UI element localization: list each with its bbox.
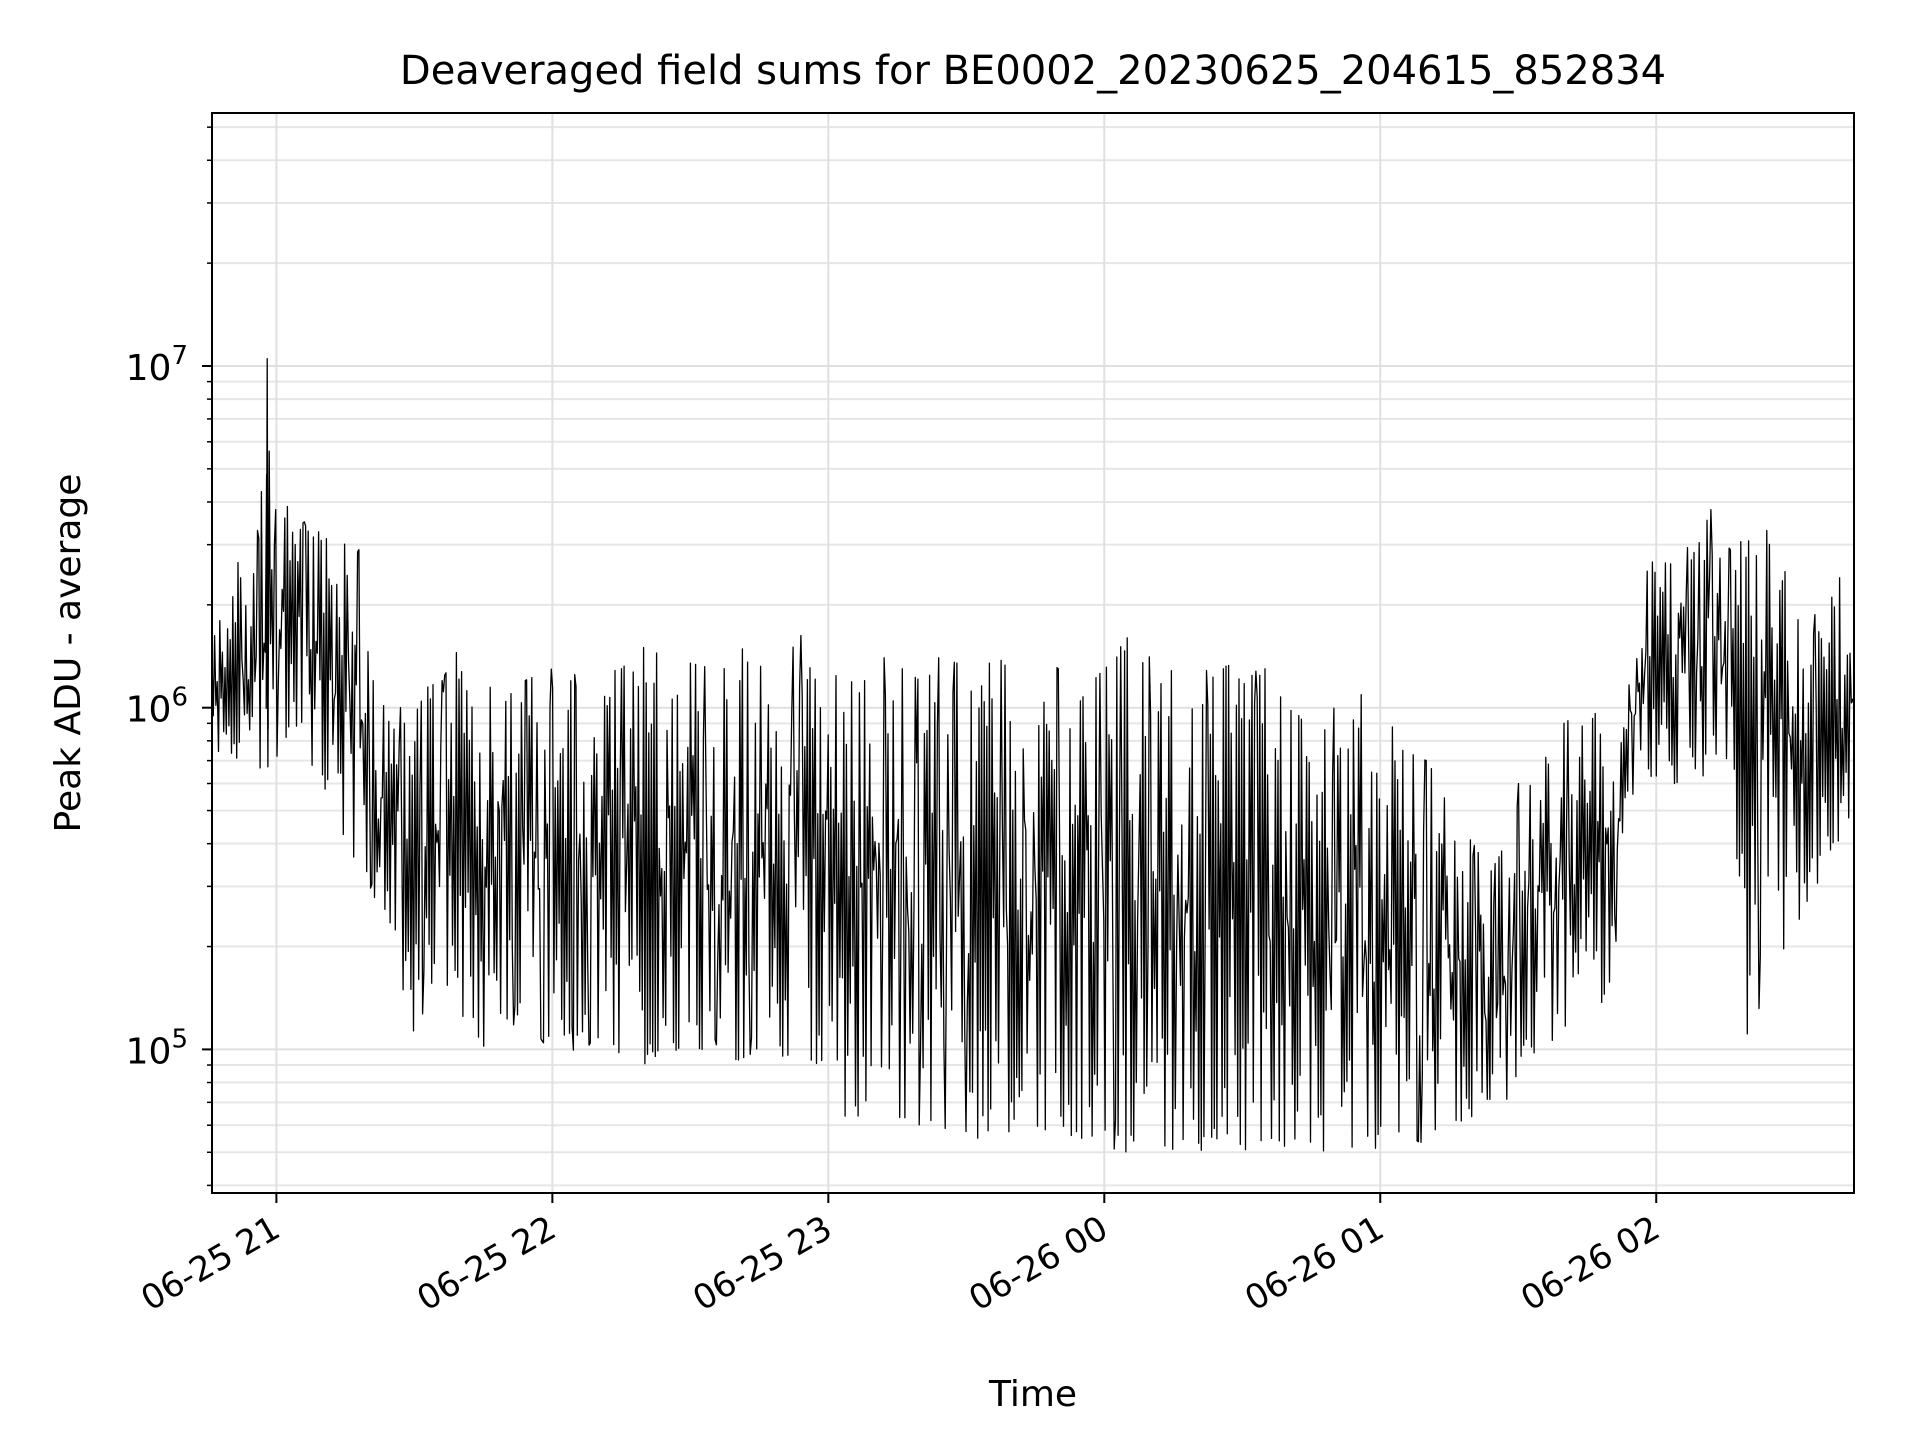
y-tick-label: 107: [126, 341, 188, 389]
data-line: [211, 358, 1855, 1153]
plot-frame: [211, 112, 1855, 1194]
x-axis-label: Time: [988, 1374, 1077, 1415]
chart-title: Deaveraged field sums for BE0002_2023062…: [400, 48, 1666, 94]
y-tick-label: 105: [126, 1024, 188, 1072]
y-tick-label: 106: [126, 683, 188, 731]
y-axis-label: Peak ADU - average: [48, 474, 89, 833]
series-line: [211, 358, 1855, 1153]
